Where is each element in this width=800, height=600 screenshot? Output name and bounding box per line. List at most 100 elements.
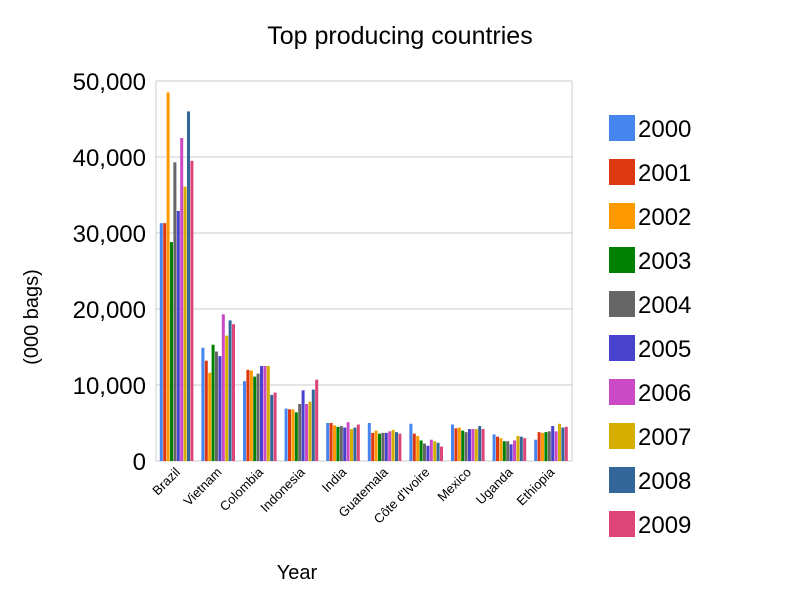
bar bbox=[232, 324, 235, 461]
bar bbox=[381, 432, 385, 461]
legend-label: 2003 bbox=[638, 248, 691, 275]
bar bbox=[419, 440, 423, 461]
legend: 2000 2001 2002 2003 2004 2005 2006 2007 2008 2009 bbox=[609, 115, 691, 539]
bar bbox=[166, 92, 170, 462]
bar bbox=[308, 401, 312, 461]
bar bbox=[561, 427, 565, 461]
legend-swatch bbox=[609, 247, 635, 273]
bar bbox=[433, 441, 437, 461]
bar bbox=[395, 432, 398, 461]
bar bbox=[187, 111, 190, 462]
bar bbox=[190, 160, 194, 462]
bar bbox=[412, 433, 416, 461]
y-axis-ticks: 0 10,000 20,000 30,000 40,000 50,000 bbox=[73, 69, 146, 476]
bar bbox=[374, 430, 378, 461]
bar bbox=[440, 446, 443, 461]
y-tick-label: 0 bbox=[133, 449, 146, 476]
bar bbox=[478, 426, 482, 461]
x-tick-label: Ethiopia bbox=[513, 464, 557, 508]
bar bbox=[315, 379, 319, 461]
bar bbox=[454, 428, 458, 461]
bars bbox=[159, 92, 568, 462]
bar bbox=[208, 372, 212, 461]
bar bbox=[378, 433, 381, 461]
bar bbox=[534, 439, 538, 461]
bar bbox=[343, 427, 347, 461]
x-tick-label: Indonesia bbox=[257, 464, 308, 515]
legend-label: 2005 bbox=[638, 336, 691, 363]
bar bbox=[384, 432, 388, 461]
bar bbox=[339, 426, 343, 461]
bar bbox=[218, 356, 222, 461]
bar bbox=[558, 423, 561, 461]
bar bbox=[288, 409, 291, 461]
bar bbox=[388, 431, 392, 461]
bar bbox=[243, 381, 246, 461]
bar bbox=[423, 443, 426, 461]
bar bbox=[228, 320, 232, 461]
bar bbox=[215, 351, 218, 461]
legend-swatch bbox=[609, 379, 635, 405]
bar bbox=[176, 210, 180, 461]
legend-label: 2009 bbox=[638, 512, 691, 539]
bar bbox=[326, 423, 330, 461]
bar bbox=[513, 440, 516, 461]
x-tick-label: India bbox=[319, 464, 350, 495]
bar bbox=[183, 186, 187, 461]
bar bbox=[436, 442, 440, 461]
bar bbox=[547, 431, 551, 461]
legend-swatch bbox=[609, 423, 635, 449]
bar bbox=[225, 335, 229, 461]
bar bbox=[468, 429, 471, 461]
legend-label: 2004 bbox=[638, 292, 691, 319]
bar bbox=[541, 432, 544, 461]
legend-swatch bbox=[609, 467, 635, 493]
bar bbox=[371, 432, 375, 461]
bar bbox=[163, 223, 167, 461]
bar bbox=[201, 347, 205, 461]
bar bbox=[502, 441, 506, 461]
chart-title: Top producing countries bbox=[267, 22, 532, 50]
bar bbox=[471, 429, 475, 461]
legend-swatch bbox=[609, 511, 635, 537]
bar bbox=[211, 344, 215, 461]
bar bbox=[367, 423, 371, 461]
legend-label: 2000 bbox=[638, 116, 691, 143]
bar bbox=[253, 376, 257, 461]
bar bbox=[523, 438, 527, 461]
bar bbox=[398, 433, 402, 461]
bar bbox=[260, 366, 263, 461]
bar bbox=[551, 426, 555, 461]
bar bbox=[457, 427, 461, 461]
bar bbox=[464, 432, 468, 461]
legend-swatch bbox=[609, 203, 635, 229]
bar bbox=[298, 404, 302, 461]
bar bbox=[221, 314, 225, 461]
bar bbox=[333, 425, 336, 461]
bar bbox=[496, 436, 499, 461]
bar bbox=[270, 394, 274, 461]
bar bbox=[451, 424, 454, 461]
legend-label: 2002 bbox=[638, 204, 691, 231]
bar bbox=[429, 439, 433, 461]
bar bbox=[180, 138, 184, 461]
bar bbox=[173, 162, 177, 461]
bar bbox=[544, 432, 548, 461]
bar bbox=[461, 430, 465, 461]
bar bbox=[499, 438, 503, 461]
bar bbox=[506, 441, 510, 461]
y-tick-label: 50,000 bbox=[73, 69, 146, 96]
x-tick-label: Uganda bbox=[473, 464, 516, 507]
bar bbox=[284, 408, 288, 461]
x-tick-label: Mexico bbox=[434, 465, 474, 505]
legend-swatch bbox=[609, 291, 635, 317]
bar bbox=[356, 424, 360, 461]
legend-label: 2001 bbox=[638, 160, 691, 187]
bar bbox=[519, 436, 523, 461]
bar bbox=[350, 429, 353, 461]
bar bbox=[481, 429, 485, 461]
bar bbox=[246, 369, 250, 461]
bar bbox=[294, 412, 298, 461]
